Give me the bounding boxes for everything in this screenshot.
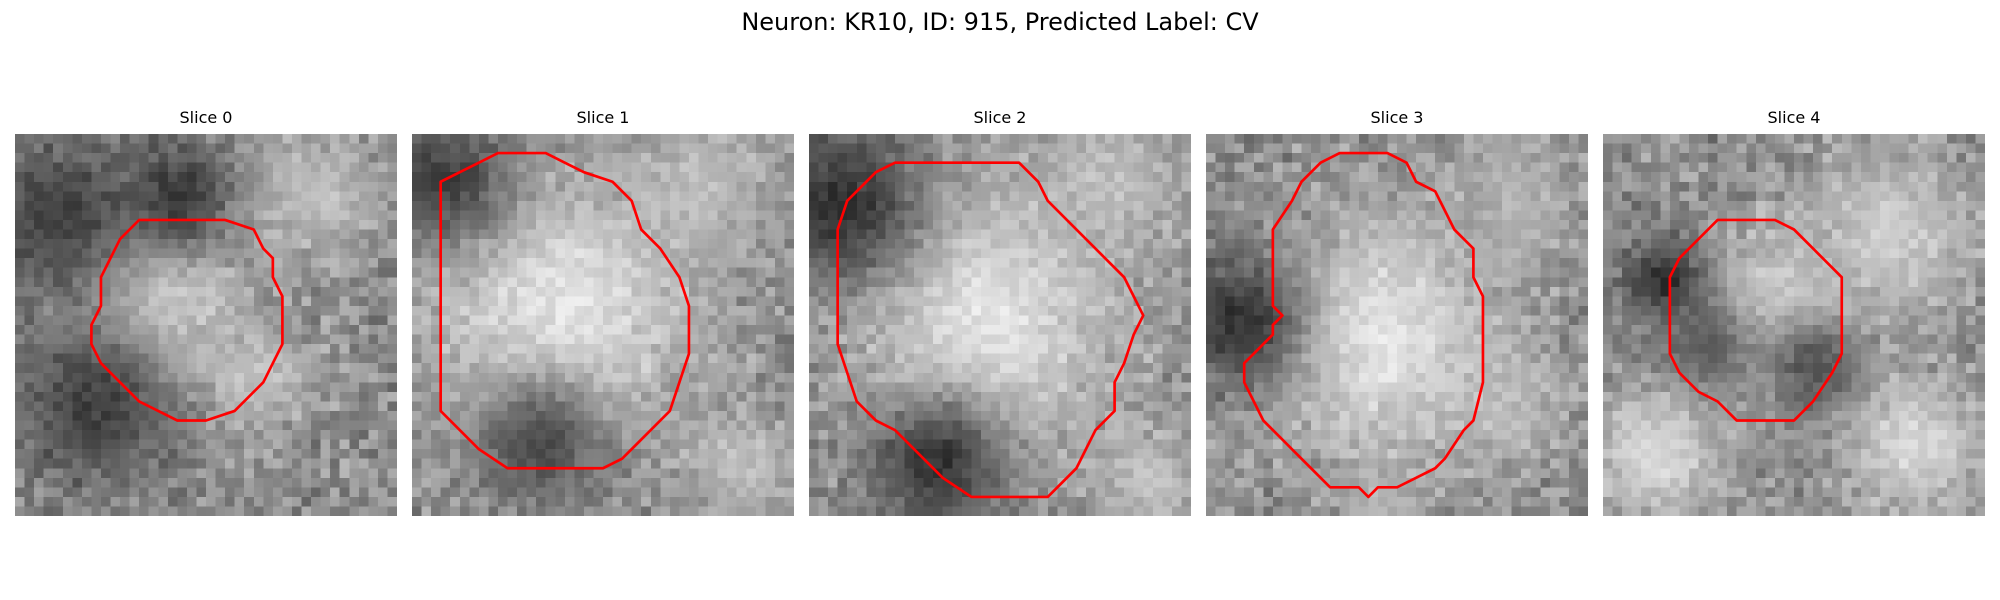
pixel-grid <box>1603 134 1985 516</box>
slice-image <box>412 134 794 516</box>
slice-svg <box>1206 134 1588 516</box>
slice-panel-4: Slice 4 <box>1603 108 1985 516</box>
slice-image <box>809 134 1191 516</box>
slice-title: Slice 2 <box>809 108 1191 128</box>
pixel-grid <box>412 134 794 516</box>
pixel-grid <box>1206 134 1588 516</box>
slice-panel-3: Slice 3 <box>1206 108 1588 516</box>
slice-panel-1: Slice 1 <box>412 108 794 516</box>
slice-panel-2: Slice 2 <box>809 108 1191 516</box>
slice-image <box>1206 134 1588 516</box>
slice-svg <box>809 134 1191 516</box>
slice-image <box>15 134 397 516</box>
slice-title: Slice 1 <box>412 108 794 128</box>
slice-title: Slice 4 <box>1603 108 1985 128</box>
slice-panel-0: Slice 0 <box>15 108 397 516</box>
pixel-grid <box>15 134 397 516</box>
slice-svg <box>412 134 794 516</box>
slice-svg <box>15 134 397 516</box>
slice-image <box>1603 134 1985 516</box>
slice-svg <box>1603 134 1985 516</box>
slice-title: Slice 3 <box>1206 108 1588 128</box>
figure-title: Neuron: KR10, ID: 915, Predicted Label: … <box>0 8 2000 36</box>
slice-title: Slice 0 <box>15 108 397 128</box>
pixel-grid <box>809 134 1191 516</box>
